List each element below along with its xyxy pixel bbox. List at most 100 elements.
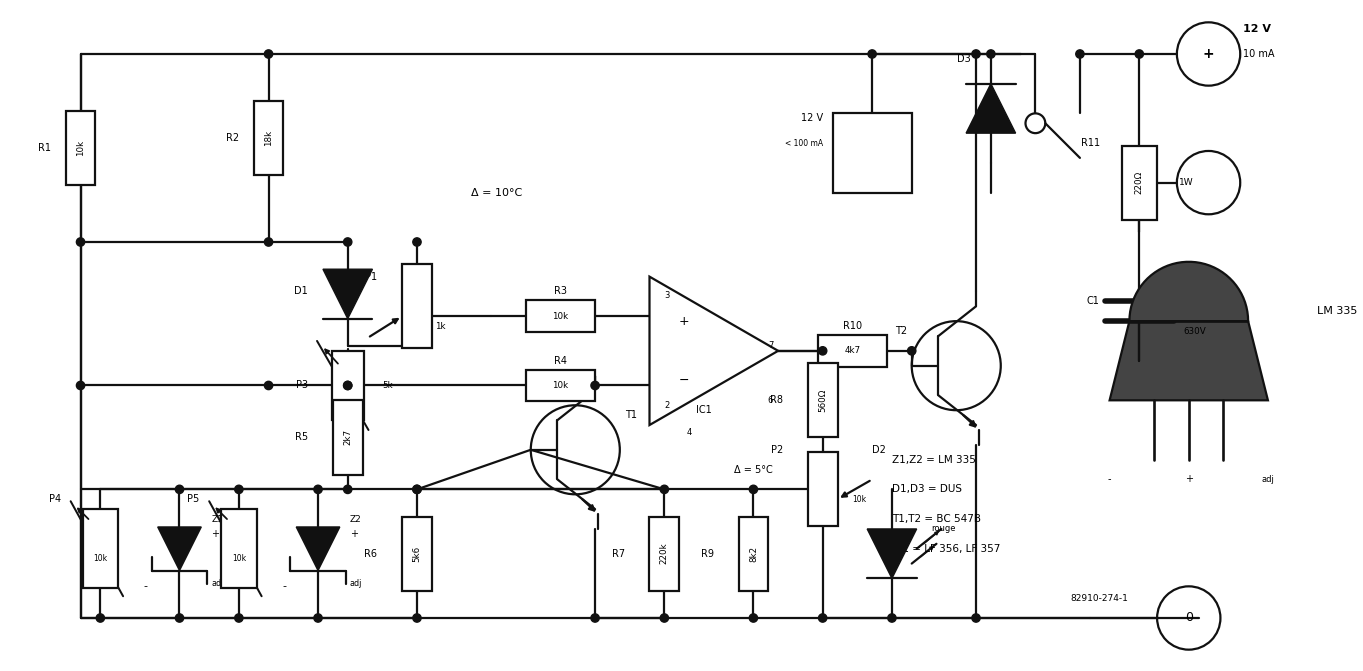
FancyBboxPatch shape [526, 370, 596, 401]
Circle shape [819, 614, 827, 622]
Circle shape [987, 50, 995, 58]
Polygon shape [1109, 321, 1268, 401]
Circle shape [592, 381, 600, 390]
FancyBboxPatch shape [739, 517, 769, 590]
FancyBboxPatch shape [221, 509, 256, 588]
Text: -: - [282, 581, 286, 591]
Text: +: + [350, 529, 357, 539]
Text: 8k2: 8k2 [748, 546, 758, 562]
Text: T2: T2 [894, 326, 906, 336]
Text: 4: 4 [687, 429, 691, 437]
Text: R9: R9 [701, 549, 714, 559]
Text: -: - [1108, 474, 1111, 484]
Text: adj: adj [350, 579, 363, 588]
Circle shape [234, 614, 243, 622]
FancyBboxPatch shape [808, 452, 837, 527]
Text: 4k7: 4k7 [844, 346, 860, 356]
Text: 18k: 18k [264, 130, 273, 146]
Circle shape [176, 485, 184, 493]
FancyBboxPatch shape [254, 101, 284, 175]
Text: R5: R5 [294, 432, 308, 442]
Text: R4: R4 [553, 356, 567, 366]
Polygon shape [867, 529, 917, 578]
Text: P5: P5 [187, 495, 199, 505]
Text: 10k: 10k [852, 495, 867, 504]
Text: R10: R10 [842, 321, 861, 331]
Text: C1: C1 [1086, 297, 1100, 307]
FancyBboxPatch shape [333, 401, 363, 474]
Circle shape [887, 614, 895, 622]
Text: +: + [1202, 47, 1214, 61]
Text: Δ = 10°C: Δ = 10°C [470, 187, 522, 197]
Circle shape [750, 614, 758, 622]
Text: R3: R3 [553, 287, 567, 297]
Text: Z1: Z1 [211, 515, 224, 523]
Text: -: - [144, 581, 147, 591]
Text: 10k: 10k [552, 312, 568, 321]
Text: Z1,Z2 = LM 335: Z1,Z2 = LM 335 [891, 455, 976, 465]
Text: 1k: 1k [435, 321, 446, 331]
FancyBboxPatch shape [402, 517, 432, 590]
FancyBboxPatch shape [526, 301, 596, 332]
Text: 5k6: 5k6 [413, 546, 421, 562]
Text: LM 335: LM 335 [1318, 306, 1358, 316]
Text: R2: R2 [226, 133, 239, 143]
Text: 0: 0 [1184, 611, 1193, 625]
Text: R8: R8 [770, 395, 784, 405]
Circle shape [234, 485, 243, 493]
Polygon shape [296, 527, 339, 570]
Circle shape [750, 485, 758, 493]
Text: P2: P2 [771, 445, 784, 455]
Circle shape [413, 485, 421, 493]
Circle shape [972, 50, 980, 58]
Text: 7: 7 [767, 342, 773, 350]
Text: rouge: rouge [931, 525, 955, 533]
Text: 10k: 10k [76, 140, 85, 156]
Text: 10 mA: 10 mA [1243, 49, 1274, 59]
Text: adj: adj [211, 579, 224, 588]
Text: −: − [679, 374, 690, 387]
FancyBboxPatch shape [65, 111, 95, 185]
Text: T1: T1 [624, 410, 637, 420]
Circle shape [972, 614, 980, 622]
FancyBboxPatch shape [650, 517, 679, 590]
FancyBboxPatch shape [83, 509, 119, 588]
FancyBboxPatch shape [808, 363, 837, 437]
Text: 100n: 100n [1184, 282, 1206, 291]
Text: T1,T2 = BC 547B: T1,T2 = BC 547B [891, 514, 981, 524]
Text: +: + [211, 529, 219, 539]
Text: 12 V: 12 V [1243, 24, 1272, 34]
Circle shape [343, 238, 352, 246]
Text: D1,D3 = DUS: D1,D3 = DUS [891, 484, 962, 495]
Circle shape [97, 614, 105, 622]
Circle shape [1075, 50, 1084, 58]
Text: R1: R1 [38, 143, 50, 153]
Circle shape [1135, 50, 1144, 58]
Circle shape [176, 614, 184, 622]
Circle shape [343, 381, 352, 390]
FancyBboxPatch shape [331, 351, 364, 420]
Text: IC1: IC1 [696, 405, 711, 415]
Text: D2: D2 [872, 445, 886, 455]
Text: R7: R7 [612, 549, 624, 559]
Polygon shape [158, 527, 202, 570]
Circle shape [413, 614, 421, 622]
Text: IC1 = LF 356, LF 357: IC1 = LF 356, LF 357 [891, 544, 1000, 554]
Text: R6: R6 [364, 549, 378, 559]
Text: 6: 6 [767, 396, 773, 405]
Circle shape [76, 381, 85, 390]
Text: 220Ω: 220Ω [1135, 171, 1144, 194]
Polygon shape [323, 269, 372, 319]
Text: +: + [1184, 474, 1193, 484]
Text: 220k: 220k [660, 543, 669, 564]
Text: 12 V: 12 V [800, 113, 823, 123]
Text: P3: P3 [296, 380, 308, 391]
Circle shape [413, 238, 421, 246]
Circle shape [343, 381, 352, 390]
Circle shape [908, 347, 916, 355]
Text: 1W: 1W [1179, 178, 1194, 187]
Text: P4: P4 [49, 495, 61, 505]
Circle shape [819, 347, 827, 355]
Text: +: + [679, 315, 690, 327]
Circle shape [660, 485, 668, 493]
